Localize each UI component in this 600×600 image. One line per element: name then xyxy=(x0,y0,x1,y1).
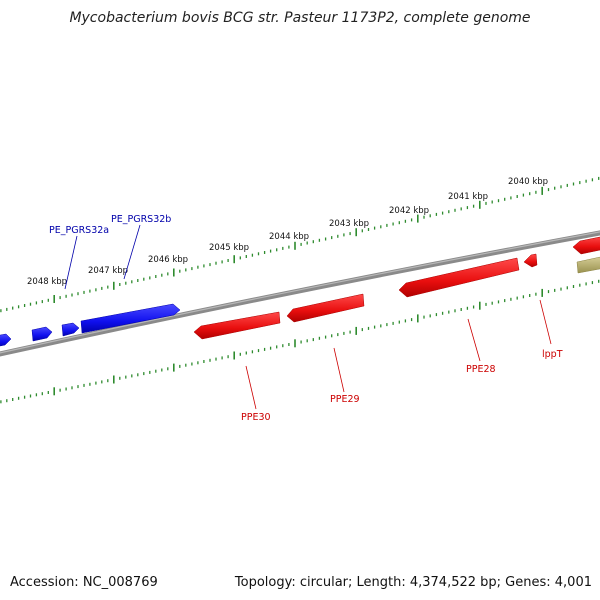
genome-stats-text: Topology: circular; Length: 4,374,522 bp… xyxy=(234,575,592,590)
genome-backbone-highlight xyxy=(0,231,600,354)
gene-label-ppe29[interactable]: PPE29 xyxy=(330,394,360,405)
label-leader-line xyxy=(539,299,552,345)
forward-strand-genes xyxy=(0,303,181,347)
reverse-gene-labels: PPE30 PPE29 PPE28 lppT xyxy=(241,299,563,423)
reverse-gene-arrow[interactable] xyxy=(193,311,281,340)
kbp-label-2043: 2043 kbp xyxy=(329,219,369,229)
forward-gene-arrow[interactable] xyxy=(31,326,53,342)
kbp-label-2047: 2047 kbp xyxy=(88,266,128,276)
kbp-label-2042: 2042 kbp xyxy=(389,206,429,216)
gene-label-lppt[interactable]: lppT xyxy=(542,349,563,360)
kbp-label-2048: 2048 kbp xyxy=(27,277,67,287)
gene-label-ppe28[interactable]: PPE28 xyxy=(466,364,496,375)
kbp-label-2046: 2046 kbp xyxy=(148,255,188,265)
forward-gene-arrow[interactable] xyxy=(0,333,12,347)
reverse-strand-genes xyxy=(193,236,600,340)
inner-scale-track xyxy=(0,279,600,404)
label-leader-line xyxy=(245,365,257,410)
gene-label-pe-pgrs32b[interactable]: PE_PGRS32b xyxy=(111,214,171,225)
gene-label-ppe30[interactable]: PPE30 xyxy=(241,412,271,423)
genome-backbone xyxy=(0,230,600,357)
label-leader-line xyxy=(123,224,141,280)
label-leader-line xyxy=(333,347,345,393)
outer-scale-track xyxy=(0,176,600,313)
forward-gene-labels: PE_PGRS32a PE_PGRS32b xyxy=(49,214,171,290)
kbp-label-2045: 2045 kbp xyxy=(209,243,249,253)
label-leader-line xyxy=(64,235,78,290)
reverse-gene-arrow[interactable] xyxy=(523,253,538,268)
gene-label-pe-pgrs32a[interactable]: PE_PGRS32a xyxy=(49,225,109,236)
reverse-gene-arrow[interactable] xyxy=(398,257,520,298)
reverse-gene-arrow[interactable] xyxy=(286,293,365,323)
forward-gene-arrow[interactable] xyxy=(61,322,80,337)
label-leader-line xyxy=(467,318,481,362)
kbp-label-2041: 2041 kbp xyxy=(448,192,488,202)
page-title: Mycobacterium bovis BCG str. Pasteur 117… xyxy=(69,10,531,26)
accession-text: Accession: NC_008769 xyxy=(10,575,158,590)
kbp-labels: 2040 kbp 2041 kbp 2042 kbp 2043 kbp 2044… xyxy=(27,177,548,287)
kbp-label-2044: 2044 kbp xyxy=(269,232,309,242)
other-feature-block[interactable] xyxy=(576,256,600,274)
reverse-gene-arrow[interactable] xyxy=(572,236,600,255)
forward-gene-arrow[interactable] xyxy=(80,303,181,334)
kbp-label-2040: 2040 kbp xyxy=(508,177,548,187)
